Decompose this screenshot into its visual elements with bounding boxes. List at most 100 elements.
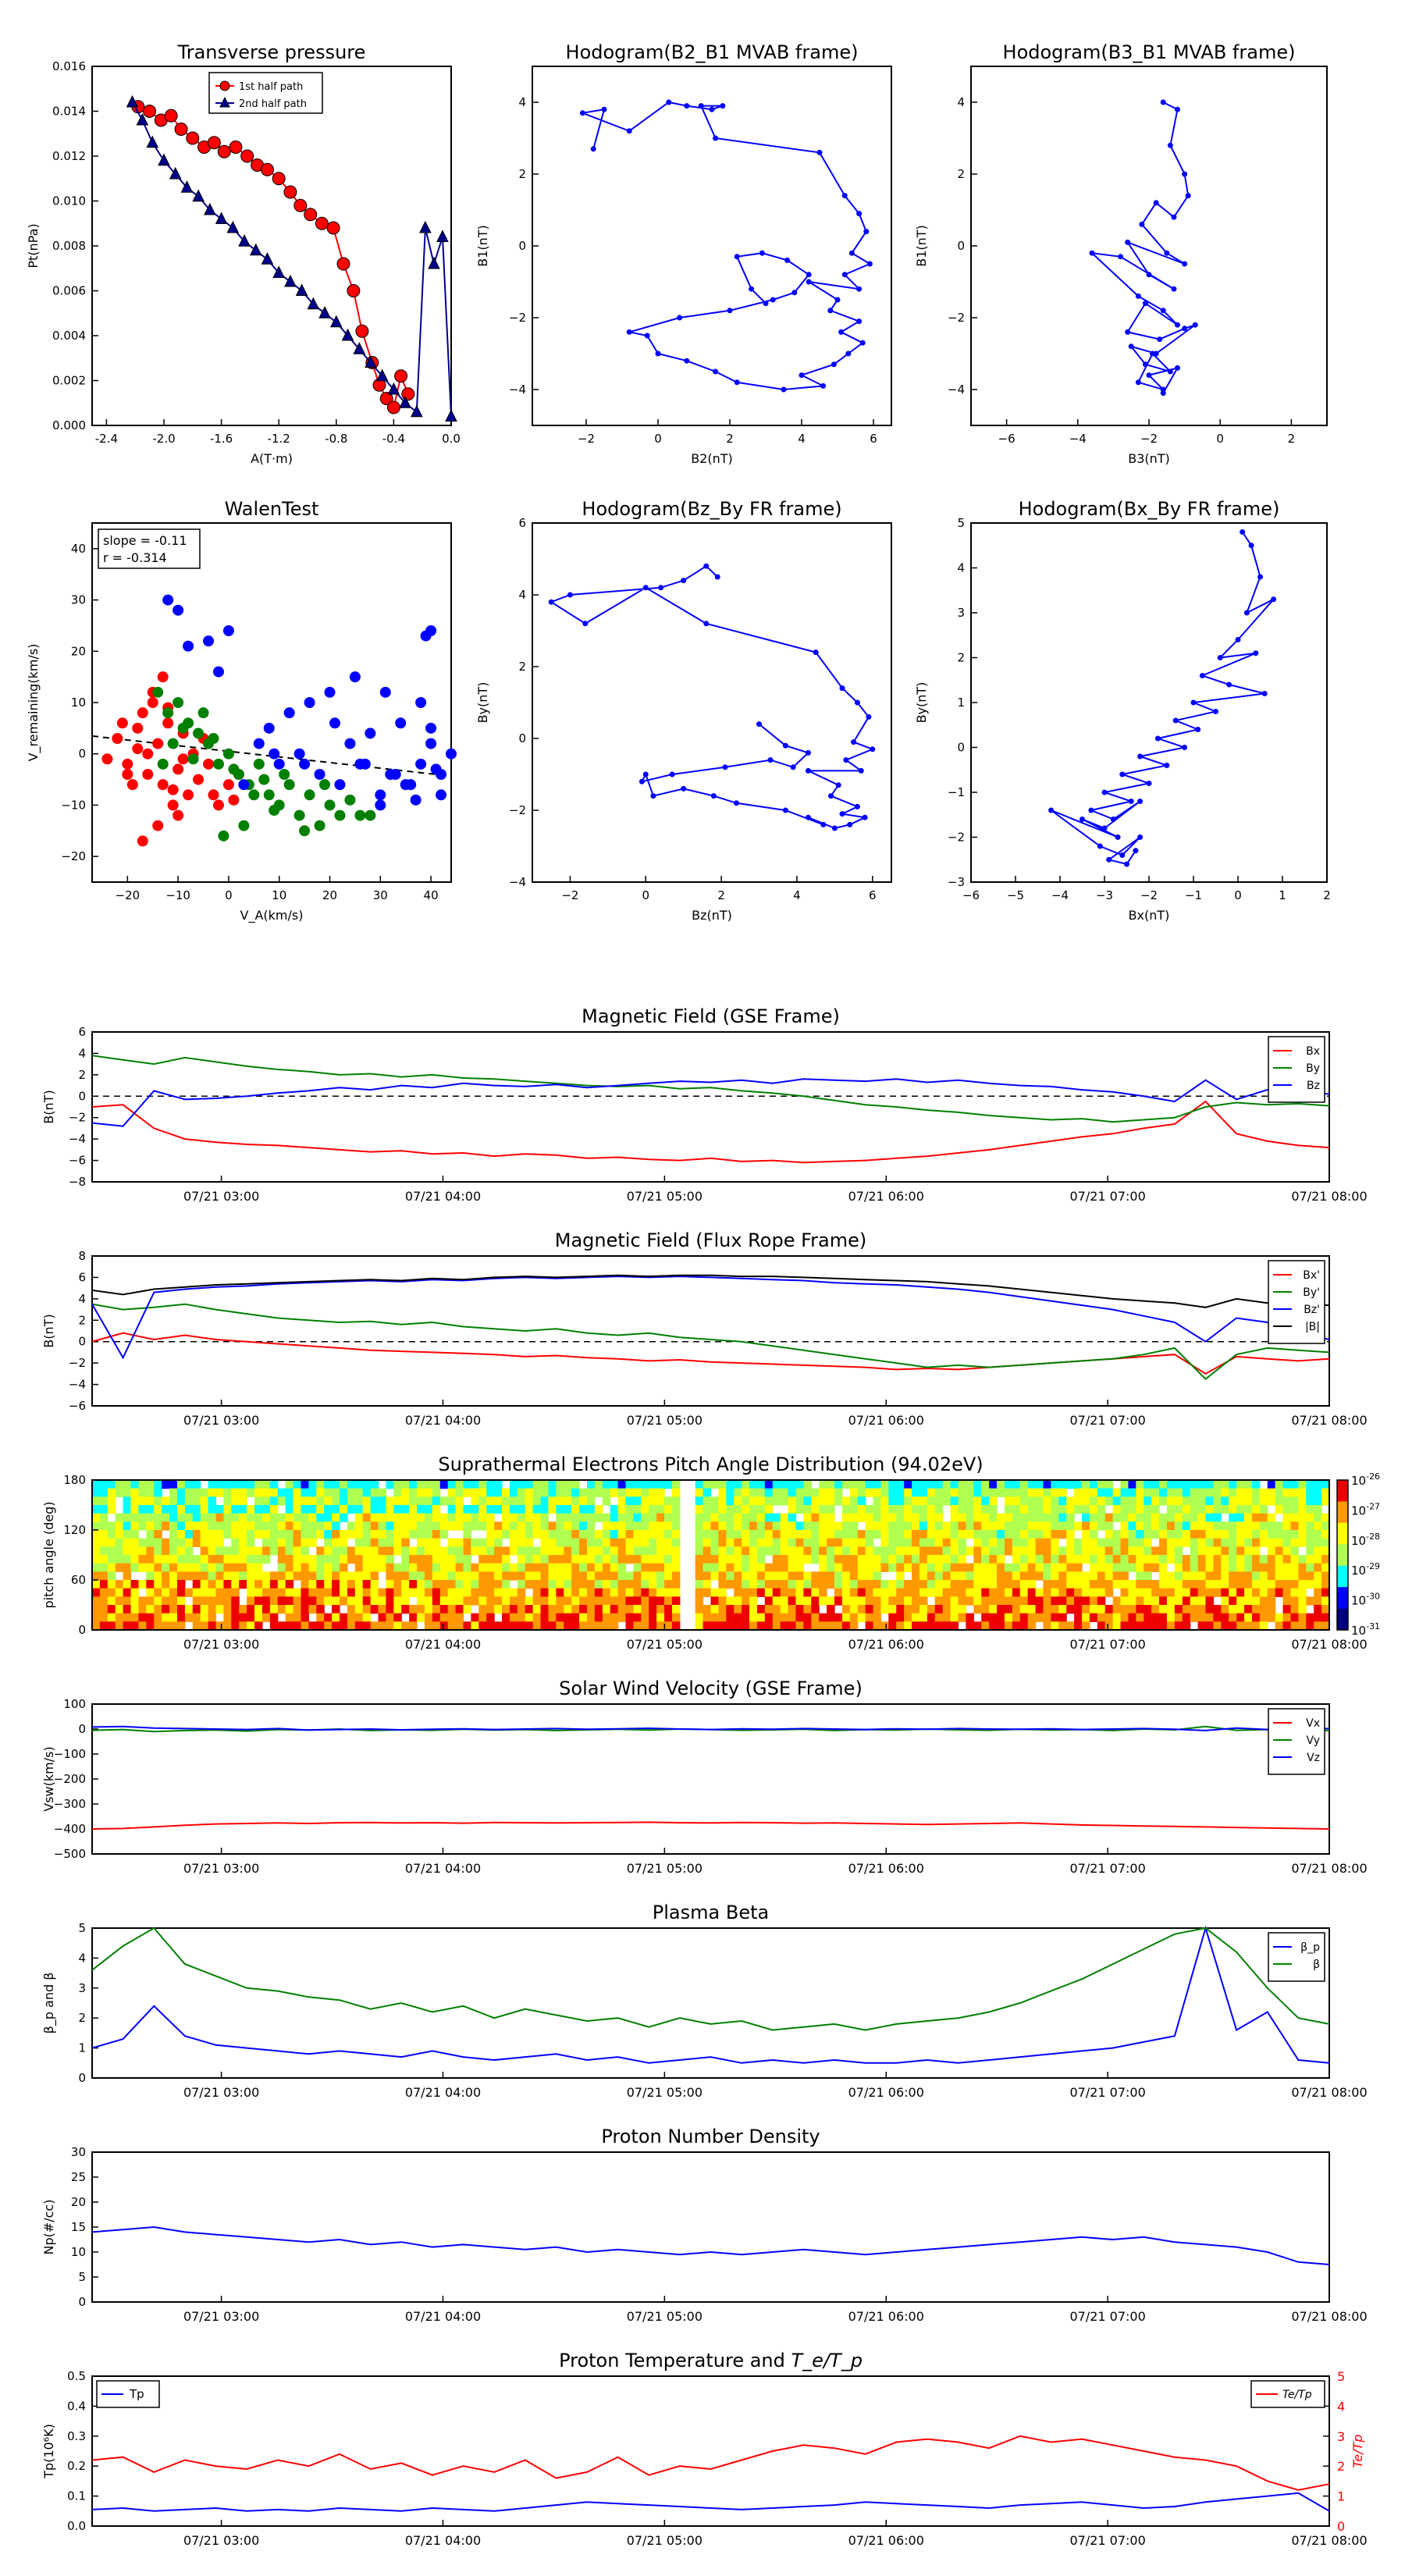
vsw-ylabel: Vsw(km/s) [41,1746,56,1811]
pad-cell [1166,1521,1176,1531]
pad-cell [1097,1546,1106,1556]
pad-cell [308,1496,317,1506]
pad-cell [1058,1605,1067,1614]
pad-cell [795,1571,804,1581]
pad-cell [146,1538,155,1547]
walen-point [415,758,427,770]
bgse-xtick-label: 07/21 06:00 [848,1189,924,1204]
pad-cell [1190,1496,1199,1506]
pad-cell [1190,1546,1199,1556]
pad-cell [1221,1538,1229,1547]
pad-cell [223,1596,232,1606]
pad-cell [548,1530,557,1539]
pad-cell [1197,1513,1207,1522]
pad-cell [617,1488,627,1497]
pad-cell [966,1546,974,1556]
walen-title: WalenTest [225,498,319,520]
pt-point [341,328,354,341]
pad-cell [138,1596,147,1606]
pad-cell [401,1555,410,1564]
pad-cell [130,1546,140,1556]
pad-cell [1035,1613,1044,1622]
pad-cell [579,1538,588,1547]
pad-cell [502,1580,510,1589]
pad-cell [184,1496,194,1506]
pad-cell [1306,1505,1314,1514]
pt-legend-marker [219,80,230,91]
pt-ytick-label: 0.016 [52,59,86,73]
pad-cell [208,1580,217,1589]
pad-cell [378,1530,387,1539]
pad-cell [247,1521,255,1531]
pad-cell [1314,1555,1322,1564]
pad-cell [1221,1555,1229,1564]
bgse-ytick-label: −2 [69,1111,86,1125]
walen-point [218,830,229,841]
pad-cell [509,1571,518,1581]
pad-cell [966,1530,974,1539]
pad-cell [989,1488,998,1497]
pad-cell [184,1563,194,1572]
pad-cell [447,1488,457,1497]
pad-cell [107,1480,116,1489]
pad-cell [602,1530,611,1539]
pad-cell [1251,1555,1261,1564]
pad-cell [378,1513,387,1522]
pad-cell [192,1521,201,1531]
pad-xtick-label: 07/21 08:00 [1291,1637,1367,1652]
pad-cell [192,1505,201,1514]
pad-cell [1314,1546,1322,1556]
pad-cell [1104,1480,1114,1489]
pad-cell [795,1613,804,1622]
pad-cell [1290,1596,1299,1606]
pad-cell [1128,1596,1136,1606]
pad-cell [277,1521,286,1531]
hodo3-point [862,814,868,820]
pad-cell [192,1621,201,1631]
pad-cell [362,1563,372,1572]
vsw-ytick-label: −400 [54,1822,86,1836]
pad-cell [1043,1588,1051,1597]
pad-cell [146,1588,155,1597]
pad-cell [200,1613,209,1622]
pad-cell [1236,1480,1245,1489]
pad-cell [285,1588,294,1597]
pad-cell [308,1588,317,1597]
pad-cell [1321,1613,1330,1622]
pad-cell [478,1480,487,1489]
pad-cell [1027,1546,1037,1556]
pad-cell [981,1580,990,1589]
bgse-xtick-label: 07/21 07:00 [1069,1189,1145,1204]
beta-panel: 07/21 03:00 07/21 04:00 07/21 05:00 07/21 0… [41,1902,1368,2100]
np-ytick-label: 0 [78,2295,86,2309]
pad-cell [254,1596,263,1606]
pad-cell [1058,1580,1067,1589]
pad-cell [247,1605,255,1614]
pad-cell [1136,1530,1144,1539]
pad-cell [354,1505,364,1514]
pad-cell [130,1596,140,1606]
pad-cell [162,1538,170,1547]
pad-cell [1027,1563,1037,1572]
pad-cell [702,1571,712,1581]
pad-cell [617,1521,627,1531]
pad-cell [540,1488,550,1497]
pad-cell [1012,1546,1021,1556]
pad-cell [671,1596,681,1606]
pad-cell [130,1530,140,1539]
pad-cell [340,1488,348,1497]
hodo1-ytick-label: 2 [518,167,526,181]
pad-cell [1298,1580,1307,1589]
pad-cell [756,1538,766,1547]
pad-cell [780,1563,789,1572]
pad-cell [811,1621,820,1631]
pad-cell [455,1538,464,1547]
pad-cell [1112,1530,1122,1539]
pad-cell [107,1538,116,1547]
pad-cell [625,1488,635,1497]
pad-cell [439,1480,449,1489]
pad-cell [556,1613,564,1622]
hodo3-xtick-label: 2 [717,888,725,902]
pad-cell [664,1505,673,1514]
tp-ytick-label: 0.0 [67,2519,86,2533]
